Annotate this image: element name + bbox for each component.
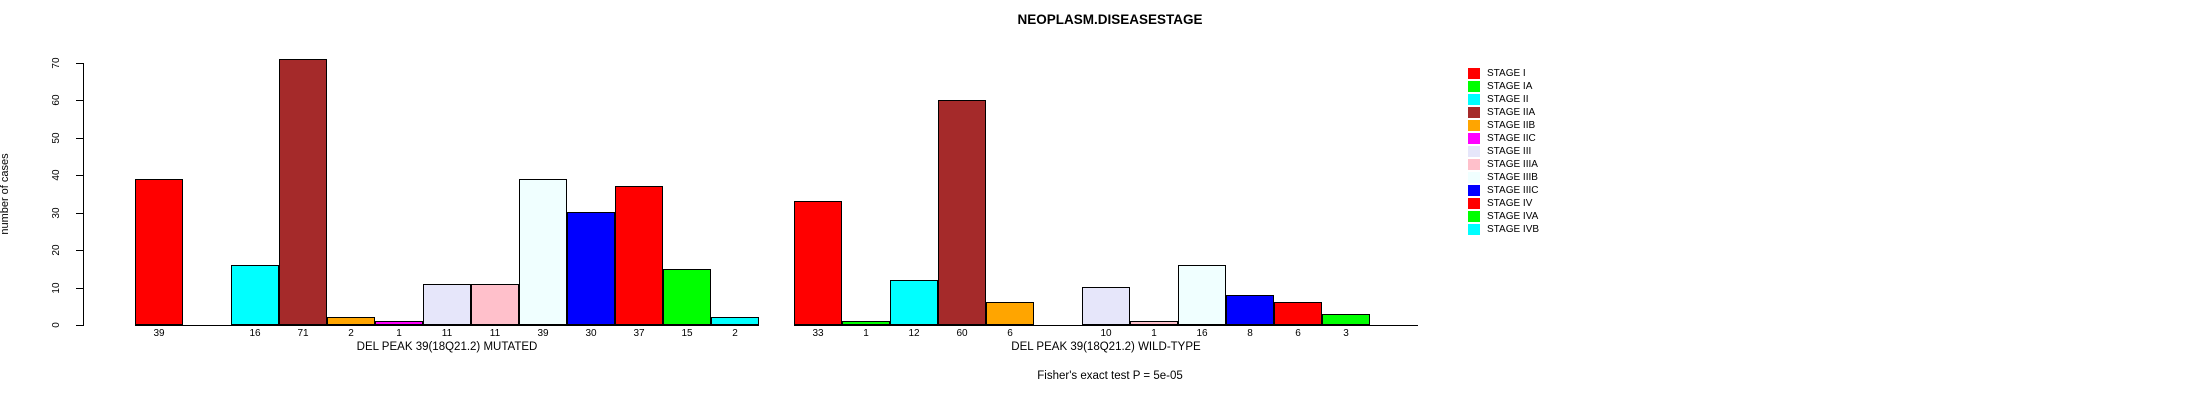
legend-label: STAGE IIA	[1487, 107, 1536, 118]
x-axis-group-title: DEL PEAK 39(18Q21.2) MUTATED	[356, 341, 538, 353]
x-axis-baseline	[794, 325, 1418, 326]
y-tick	[76, 288, 83, 289]
bar	[327, 317, 375, 325]
bar	[663, 269, 711, 325]
legend-label: STAGE IIB	[1487, 120, 1536, 131]
bar	[890, 280, 938, 325]
bar	[794, 201, 842, 325]
y-tick-label: 20	[51, 244, 62, 256]
bar-value-label: 11	[489, 328, 501, 339]
legend-label: STAGE IIIC	[1487, 185, 1539, 196]
bar	[1082, 287, 1130, 325]
legend-label: STAGE IIIB	[1487, 172, 1538, 183]
legend-swatch	[1468, 120, 1480, 131]
bar-value-label: 6	[1007, 328, 1013, 339]
bar	[1226, 295, 1274, 325]
y-tick-label: 10	[51, 282, 62, 294]
legend-swatch	[1468, 224, 1480, 235]
y-tick-label: 30	[51, 207, 62, 219]
chart-title: NEOPLASM.DISEASESTAGE	[1017, 12, 1203, 27]
legend-swatch	[1468, 68, 1480, 79]
legend-swatch	[1468, 211, 1480, 222]
bar	[471, 284, 519, 325]
legend-swatch	[1468, 81, 1480, 92]
bar	[1322, 314, 1370, 325]
bar-value-label: 2	[732, 328, 738, 339]
bar-value-label: 10	[1100, 328, 1112, 339]
legend-swatch	[1468, 198, 1480, 209]
legend-label: STAGE IV	[1487, 198, 1533, 209]
bar-value-label: 8	[1247, 328, 1253, 339]
bar	[711, 317, 759, 325]
bar-value-label: 16	[1196, 328, 1208, 339]
legend-swatch	[1468, 133, 1480, 144]
bar-value-label: 60	[956, 328, 968, 339]
bar	[1130, 321, 1178, 325]
legend-swatch	[1468, 185, 1480, 196]
bar-value-label: 39	[537, 328, 549, 339]
y-tick	[76, 213, 83, 214]
bar-value-label: 2	[348, 328, 354, 339]
bar	[938, 100, 986, 325]
y-tick	[76, 325, 83, 326]
y-axis-title: number of cases	[0, 153, 11, 235]
bar-value-label: 39	[153, 328, 165, 339]
bar	[519, 179, 567, 325]
legend-label: STAGE IIC	[1487, 133, 1536, 144]
legend-label: STAGE II	[1487, 94, 1529, 105]
legend-swatch	[1468, 94, 1480, 105]
bar-value-label: 3	[1343, 328, 1349, 339]
legend-swatch	[1468, 159, 1480, 170]
legend-label: STAGE IVA	[1487, 211, 1539, 222]
y-tick	[76, 63, 83, 64]
bar-value-label: 1	[396, 328, 402, 339]
bar	[615, 186, 663, 325]
y-tick-label: 70	[51, 57, 62, 69]
bar	[1178, 265, 1226, 325]
bar-value-label: 71	[297, 328, 309, 339]
legend-label: STAGE IA	[1487, 81, 1533, 92]
y-tick	[76, 100, 83, 101]
legend-swatch	[1468, 172, 1480, 183]
bar-value-label: 11	[441, 328, 453, 339]
y-tick-label: 40	[51, 169, 62, 181]
bar-value-label: 15	[681, 328, 693, 339]
bar	[279, 59, 327, 325]
bar-value-label: 33	[812, 328, 824, 339]
y-axis-line	[83, 63, 84, 326]
x-axis-group-title: DEL PEAK 39(18Q21.2) WILD-TYPE	[1011, 341, 1201, 353]
y-tick-label: 50	[51, 132, 62, 144]
bar-value-label: 16	[249, 328, 261, 339]
x-axis-baseline	[135, 325, 759, 326]
bar	[375, 321, 423, 325]
y-tick	[76, 138, 83, 139]
bar-value-label: 12	[908, 328, 920, 339]
legend-label: STAGE IVB	[1487, 224, 1540, 235]
bar	[231, 265, 279, 325]
bar	[986, 302, 1034, 325]
legend-label: STAGE I	[1487, 68, 1526, 79]
bar-value-label: 30	[585, 328, 597, 339]
y-tick	[76, 250, 83, 251]
legend-label: STAGE III	[1487, 146, 1532, 157]
fisher-annotation: Fisher's exact test P = 5e-05	[1037, 370, 1183, 382]
legend-swatch	[1468, 107, 1480, 118]
bar-value-label: 1	[863, 328, 869, 339]
bar	[567, 212, 615, 325]
bar	[423, 284, 471, 325]
bar	[842, 321, 890, 325]
bar-value-label: 1	[1151, 328, 1157, 339]
y-tick	[76, 175, 83, 176]
bar-value-label: 6	[1295, 328, 1301, 339]
legend-label: STAGE IIIA	[1487, 159, 1538, 170]
bar	[135, 179, 183, 325]
y-tick-label: 60	[51, 94, 62, 106]
y-tick-label: 0	[51, 322, 62, 328]
bar-value-label: 37	[633, 328, 645, 339]
bar	[1274, 302, 1322, 325]
legend-swatch	[1468, 146, 1480, 157]
